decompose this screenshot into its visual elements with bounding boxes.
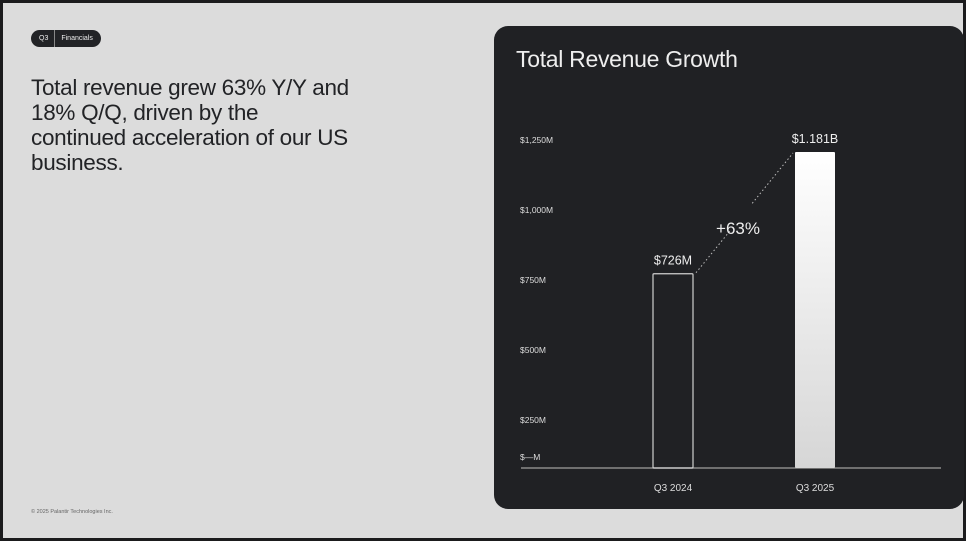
- section-tag: Q3 Financials: [31, 30, 101, 47]
- copyright-footer: © 2025 Palantir Technologies Inc.: [31, 509, 113, 515]
- y-tick-label: $500M: [520, 345, 546, 355]
- data-label: $726M: [654, 254, 692, 268]
- chart-title: Total Revenue Growth: [516, 46, 738, 72]
- chart-panel: Total Revenue Growth: [494, 26, 964, 509]
- data-label: $1.181B: [792, 132, 839, 146]
- bar-q3-2025: [795, 152, 835, 468]
- y-tick-label: $1,000M: [520, 205, 553, 215]
- y-tick-label: $250M: [520, 415, 546, 425]
- tag-topic: Financials: [61, 35, 93, 42]
- y-tick-label: $1,250M: [520, 135, 553, 145]
- tag-divider: [54, 30, 56, 47]
- x-tick-label: Q3 2025: [796, 483, 835, 494]
- growth-annotation: +63%: [716, 219, 760, 238]
- bar-q3-2024: [652, 273, 694, 469]
- growth-connector: [751, 152, 794, 204]
- tag-section: Q3: [39, 35, 49, 42]
- headline: Total revenue grew 63% Y/Y and 18% Q/Q, …: [31, 75, 349, 175]
- growth-connector: [695, 230, 731, 274]
- y-tick-label: $—M: [520, 452, 540, 462]
- x-tick-label: Q3 2024: [654, 483, 693, 494]
- y-tick-label: $750M: [520, 275, 546, 285]
